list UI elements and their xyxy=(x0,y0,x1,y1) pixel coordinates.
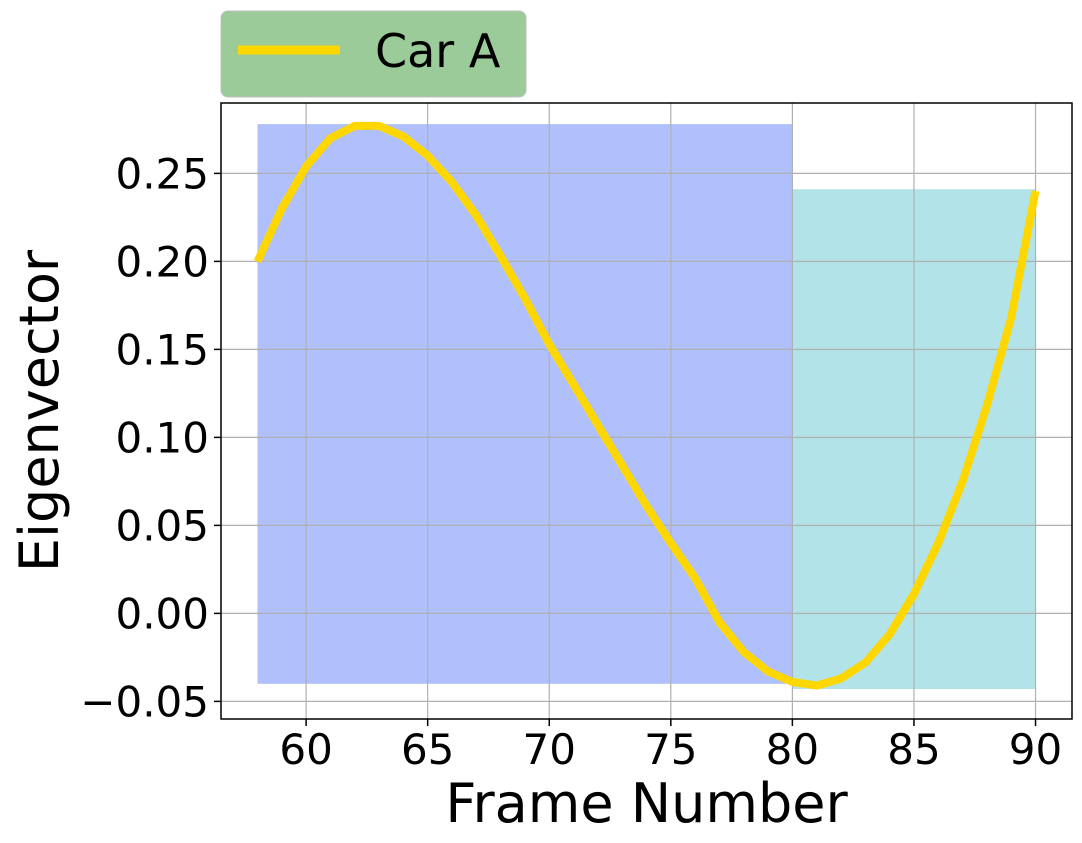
y-axis-label: Eigenvector xyxy=(8,249,71,572)
y-tick-label-3: 0.10 xyxy=(115,413,209,462)
x-axis-label: Frame Number xyxy=(445,772,848,835)
series-line-0 xyxy=(253,121,1040,690)
y-axis-ticks: −0.05 0.00 0.05 0.10 0.15 0.20 0.25 xyxy=(80,149,221,726)
shaded-region-1 xyxy=(257,124,793,684)
y-tick-label-2: 0.05 xyxy=(115,501,209,550)
legend-label-car-a: Car A xyxy=(375,24,501,78)
y-tick-label-6: 0.25 xyxy=(115,149,209,198)
x-tick-label-6: 90 xyxy=(1009,725,1062,774)
x-tick-label-3: 75 xyxy=(644,725,697,774)
y-tick-label-4: 0.15 xyxy=(115,325,209,374)
series-layer xyxy=(253,121,1040,690)
x-tick-label-4: 80 xyxy=(766,725,819,774)
y-tick-label-1: 0.00 xyxy=(115,589,209,638)
y-tick-label-0: −0.05 xyxy=(80,677,209,726)
y-tick-label-5: 0.20 xyxy=(115,237,209,286)
plot-frame xyxy=(220,102,1073,720)
x-tick-label-5: 85 xyxy=(887,725,940,774)
legend: Car A xyxy=(220,10,527,98)
x-tick-label-1: 65 xyxy=(401,725,454,774)
x-tick-label-2: 70 xyxy=(523,725,576,774)
legend-box xyxy=(220,10,527,98)
x-axis-ticks: 60 65 70 75 80 85 90 xyxy=(279,719,1062,774)
grid xyxy=(221,103,1072,719)
x-tick-label-0: 60 xyxy=(279,725,332,774)
shaded-regions xyxy=(257,124,1036,690)
